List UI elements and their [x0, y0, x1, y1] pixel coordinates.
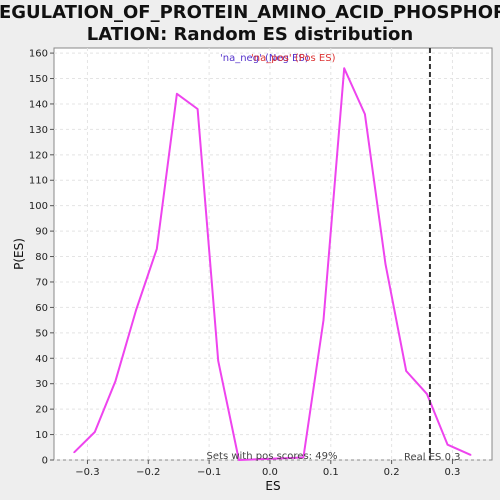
y-tick-label: 30: [35, 379, 48, 390]
x-tick-label: 0.0: [262, 467, 278, 478]
data-point: [343, 67, 345, 70]
x-tick-label: 0.2: [384, 467, 400, 478]
y-tick-label: 150: [29, 74, 48, 85]
x-tick-label: 0.3: [445, 467, 461, 478]
data-point: [93, 431, 96, 433]
data-point: [156, 248, 158, 250]
plot-area: [53, 47, 493, 461]
data-point: [302, 456, 305, 459]
y-tick-label: 100: [29, 201, 48, 212]
x-tick-label: −0.3: [75, 467, 99, 478]
y-tick-label: 40: [35, 354, 48, 365]
data-point: [322, 319, 325, 321]
y-tick-label: 70: [35, 277, 48, 288]
data-point: [176, 92, 178, 95]
legend-neg-es: 'na_neg' (Neg ES): [220, 53, 309, 64]
y-tick-label: 140: [29, 99, 48, 110]
x-axis-ticks: −0.3 −0.2 −0.1 0.0 0.1 0.2 0.3: [75, 460, 460, 478]
pos-scores-note: Sets with pos scores: 49%: [207, 451, 338, 462]
data-point: [405, 370, 408, 372]
y-tick-label: 10: [35, 430, 48, 441]
data-point: [238, 459, 240, 461]
y-tick-label: 60: [35, 303, 48, 314]
y-tick-label: 20: [35, 405, 48, 416]
chart-title-line-2: LATION: Random ES distribution: [87, 24, 414, 45]
y-tick-label: 80: [35, 252, 48, 263]
y-tick-label: 160: [29, 49, 48, 60]
data-point: [73, 451, 75, 454]
data-point: [135, 309, 137, 311]
data-point: [196, 108, 199, 110]
data-point: [446, 443, 449, 446]
y-tick-label: 50: [35, 328, 48, 339]
chart-title-line-1: REGULATION_OF_PROTEIN_AMINO_ACID_PHOSPHO…: [0, 2, 500, 23]
data-point: [217, 360, 220, 362]
data-point: [469, 454, 472, 456]
y-tick-label: 130: [29, 125, 48, 136]
real-es-label: Real ES 0.3: [404, 452, 460, 463]
y-tick-label: 0: [42, 456, 48, 467]
y-axis-label: P(ES): [12, 238, 26, 270]
legend-pos-es: 'na_pos' (Pos ES): [251, 53, 336, 64]
x-tick-label: 0.1: [323, 467, 339, 478]
data-point: [384, 263, 387, 265]
series-group: [73, 67, 472, 461]
es-distribution-line: [73, 67, 472, 461]
x-tick-label: −0.2: [136, 467, 160, 478]
y-tick-label: 110: [29, 176, 48, 187]
data-point: [364, 113, 366, 115]
data-point: [114, 380, 117, 382]
x-axis-label: ES: [265, 479, 280, 493]
y-tick-label: 90: [35, 227, 48, 238]
x-tick-label: −0.1: [197, 467, 221, 478]
y-tick-label: 120: [29, 150, 48, 161]
y-axis-ticks: 0 10 20 30 40 50 60 70 80 90 100 110 120 130 140 150 160: [29, 49, 54, 467]
data-point: [426, 393, 428, 395]
